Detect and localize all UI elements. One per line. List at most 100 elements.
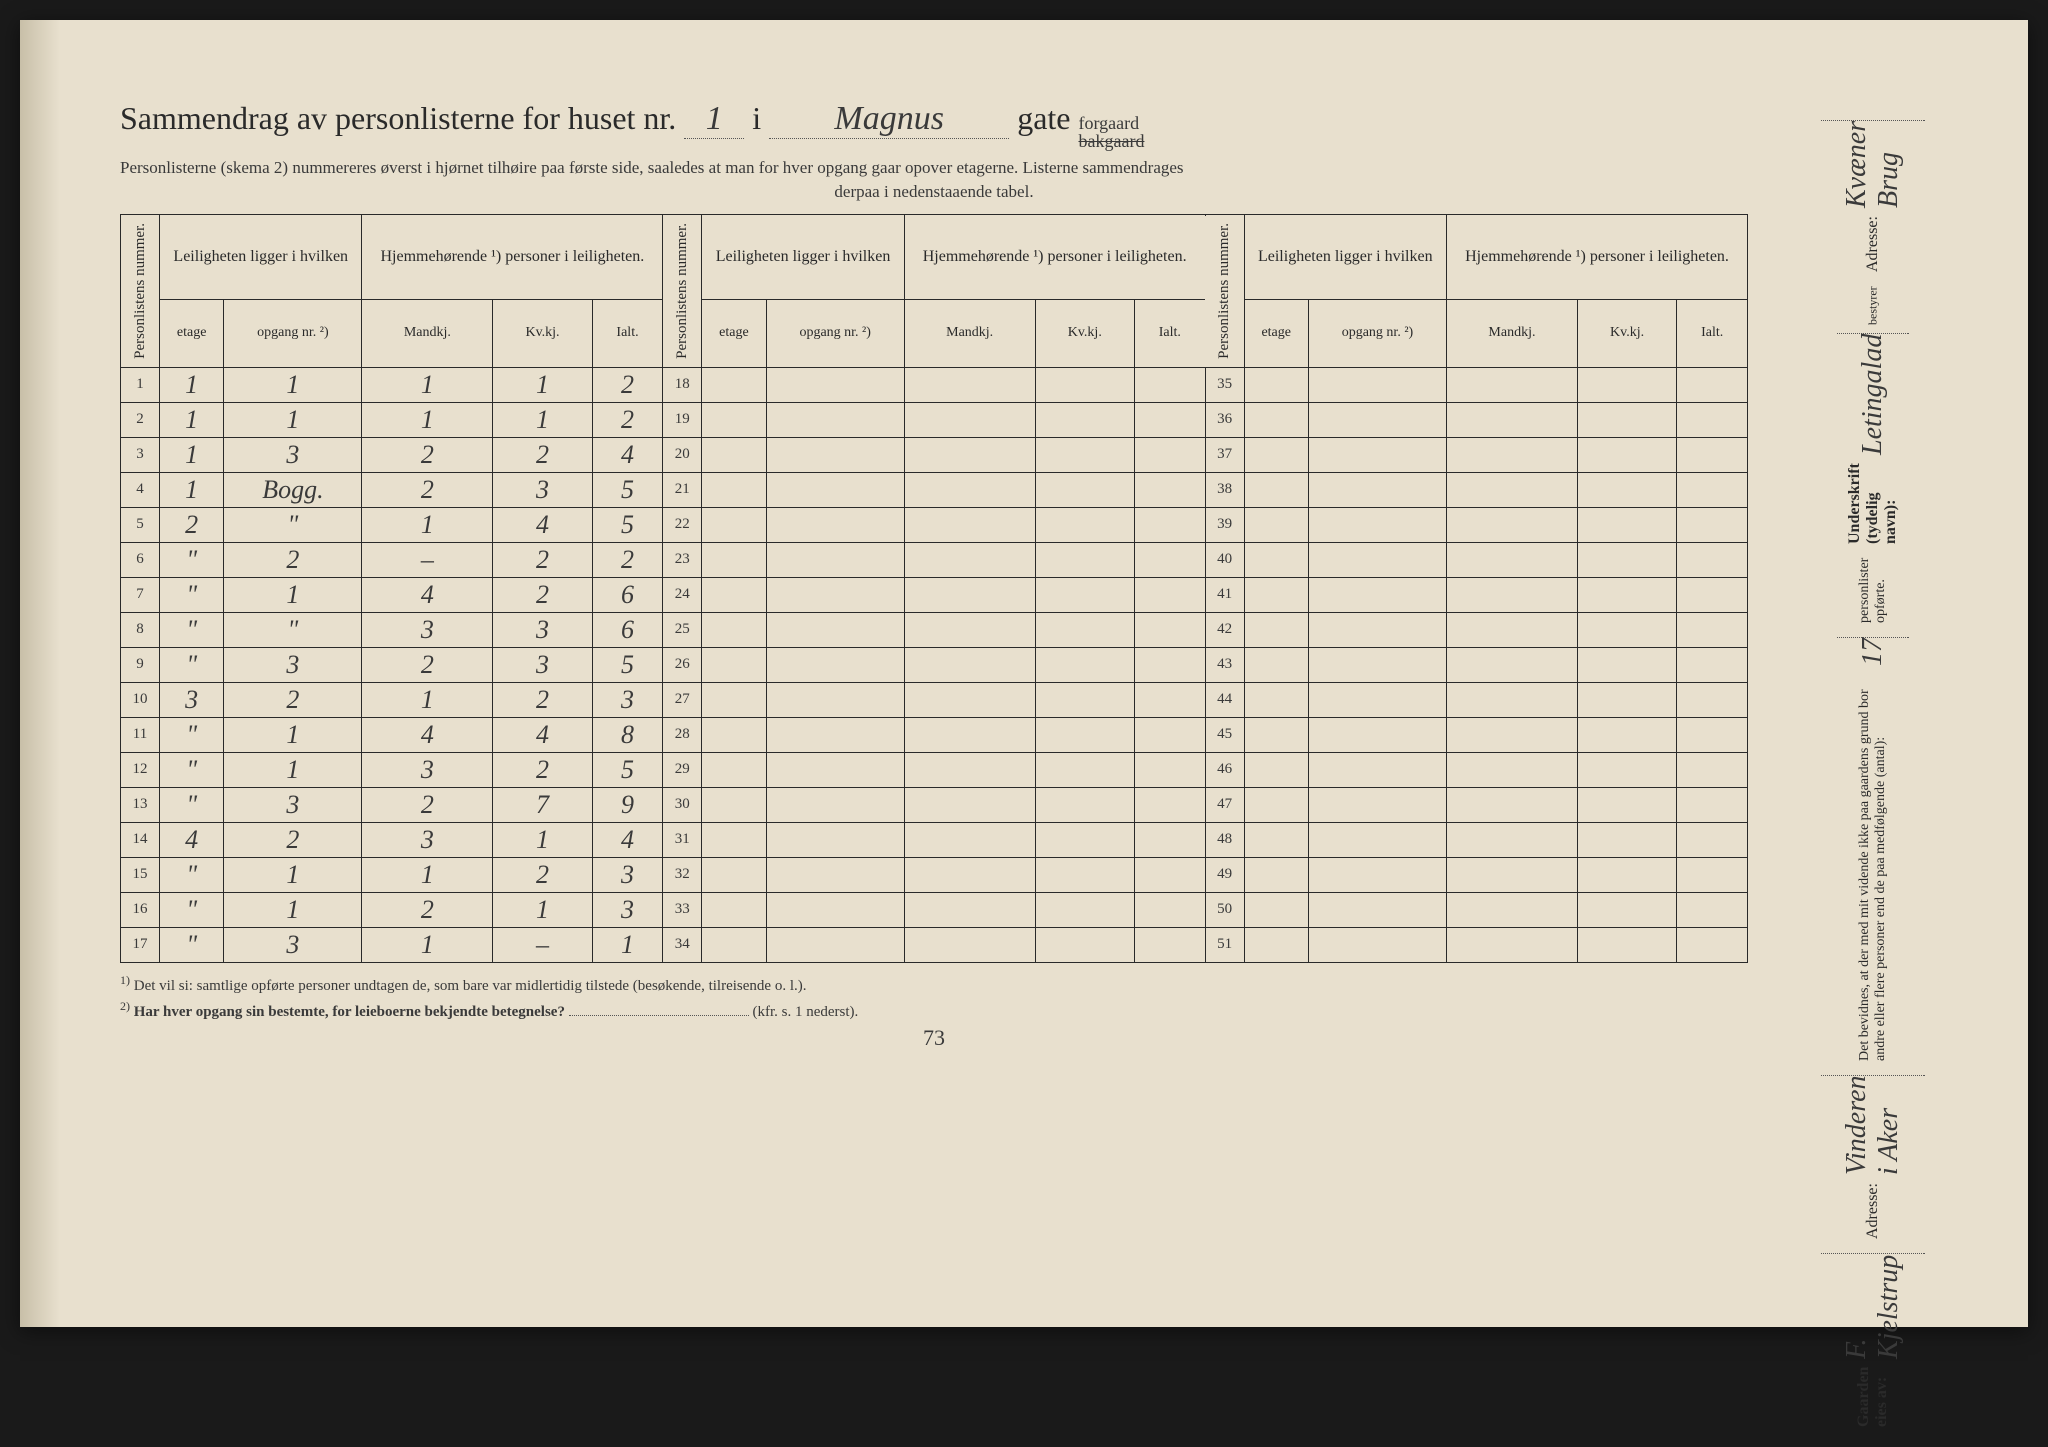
cell-kvkj: 2: [493, 857, 592, 892]
cell-empty: [1035, 472, 1134, 507]
rownum: 10: [121, 682, 160, 717]
cell-ialt: 2: [592, 542, 663, 577]
cell-empty: [1447, 927, 1578, 962]
cell-empty: [766, 577, 904, 612]
table-row: 10321232744: [121, 682, 1748, 717]
right-column: Gaarden eies av: F. Kjelstrup Adresse: V…: [1778, 100, 1968, 1447]
cell-empty: [1035, 717, 1134, 752]
cell-etage: ": [160, 647, 224, 682]
cell-empty: [1308, 367, 1446, 402]
cell-empty: [766, 787, 904, 822]
cell-empty: [1035, 612, 1134, 647]
cell-mandkj: 4: [362, 717, 493, 752]
cell-mandkj: 1: [362, 367, 493, 402]
rownum: 4: [121, 472, 160, 507]
cell-empty: [1035, 577, 1134, 612]
cell-mandkj: 1: [362, 682, 493, 717]
cell-empty: [1035, 927, 1134, 962]
cell-mandkj: 2: [362, 472, 493, 507]
cell-empty: [904, 577, 1035, 612]
cell-empty: [1577, 402, 1676, 437]
cell-etage: 1: [160, 472, 224, 507]
rownum: 8: [121, 612, 160, 647]
cell-empty: [766, 717, 904, 752]
cell-empty: [1577, 717, 1676, 752]
col-personlistens-2: Personlistens nummer.: [663, 215, 702, 368]
cell-empty: [904, 717, 1035, 752]
cell-empty: [766, 402, 904, 437]
table-row: 1111121835: [121, 367, 1748, 402]
cell-empty: [1135, 927, 1206, 962]
cell-mandkj: 3: [362, 612, 493, 647]
cell-empty: [904, 612, 1035, 647]
cell-empty: [1677, 507, 1748, 542]
rownum: 35: [1205, 367, 1244, 402]
rownum: 21: [663, 472, 702, 507]
cell-empty: [1135, 542, 1206, 577]
sub-opgang-1: opgang nr. ²): [224, 299, 362, 367]
cell-empty: [702, 717, 766, 752]
cell-empty: [1135, 577, 1206, 612]
rownum: 20: [663, 437, 702, 472]
rownum: 43: [1205, 647, 1244, 682]
cell-empty: [1308, 647, 1446, 682]
cell-empty: [702, 787, 766, 822]
cell-mandkj: 4: [362, 577, 493, 612]
cell-empty: [1135, 507, 1206, 542]
cell-mandkj: 3: [362, 752, 493, 787]
cell-empty: [1308, 577, 1446, 612]
rownum: 29: [663, 752, 702, 787]
cell-empty: [1677, 472, 1748, 507]
table-row: 13"32793047: [121, 787, 1748, 822]
rownum: 27: [663, 682, 702, 717]
cell-empty: [1677, 857, 1748, 892]
cell-empty: [766, 472, 904, 507]
title-sep: i: [752, 100, 761, 137]
rownum: 19: [663, 402, 702, 437]
table-row: 16"12133350: [121, 892, 1748, 927]
sub-kvkj-1: Kv.kj.: [493, 299, 592, 367]
cell-empty: [1677, 647, 1748, 682]
cell-empty: [1677, 892, 1748, 927]
cell-kvkj: 3: [493, 472, 592, 507]
rownum: 1: [121, 367, 160, 402]
cell-empty: [1447, 822, 1578, 857]
rownum: 40: [1205, 542, 1244, 577]
table-head: Personlistens nummer. Leiligheten ligger…: [121, 215, 1748, 368]
cell-mandkj: 1: [362, 927, 493, 962]
cell-empty: [1577, 472, 1676, 507]
cell-empty: [1244, 682, 1308, 717]
cell-empty: [1577, 892, 1676, 927]
rownum: 23: [663, 542, 702, 577]
table-row: 15"11233249: [121, 857, 1748, 892]
rownum: 14: [121, 822, 160, 857]
cell-empty: [766, 437, 904, 472]
cell-empty: [1035, 857, 1134, 892]
cell-empty: [1677, 752, 1748, 787]
cell-empty: [766, 927, 904, 962]
cell-empty: [766, 892, 904, 927]
cell-mandkj: 2: [362, 437, 493, 472]
cell-ialt: 5: [592, 507, 663, 542]
rownum: 22: [663, 507, 702, 542]
cell-kvkj: 1: [493, 367, 592, 402]
cell-empty: [1308, 542, 1446, 577]
cell-empty: [1035, 542, 1134, 577]
subtitle: Personlisterne (skema 2) nummereres øver…: [120, 158, 1748, 178]
cell-empty: [1244, 577, 1308, 612]
page-mark: 73: [120, 1025, 1748, 1051]
cell-empty: [1447, 612, 1578, 647]
cell-empty: [1308, 822, 1446, 857]
cell-empty: [1135, 367, 1206, 402]
cell-empty: [702, 437, 766, 472]
cell-opgang: 2: [224, 822, 362, 857]
cell-etage: 1: [160, 402, 224, 437]
cell-kvkj: 1: [493, 892, 592, 927]
cell-kvkj: 1: [493, 822, 592, 857]
gate-suffix: forgaard bakgaard: [1078, 114, 1144, 150]
cell-empty: [904, 647, 1035, 682]
cell-ialt: 1: [592, 927, 663, 962]
table-row: 11"14482845: [121, 717, 1748, 752]
cell-empty: [1135, 472, 1206, 507]
cell-empty: [1244, 402, 1308, 437]
